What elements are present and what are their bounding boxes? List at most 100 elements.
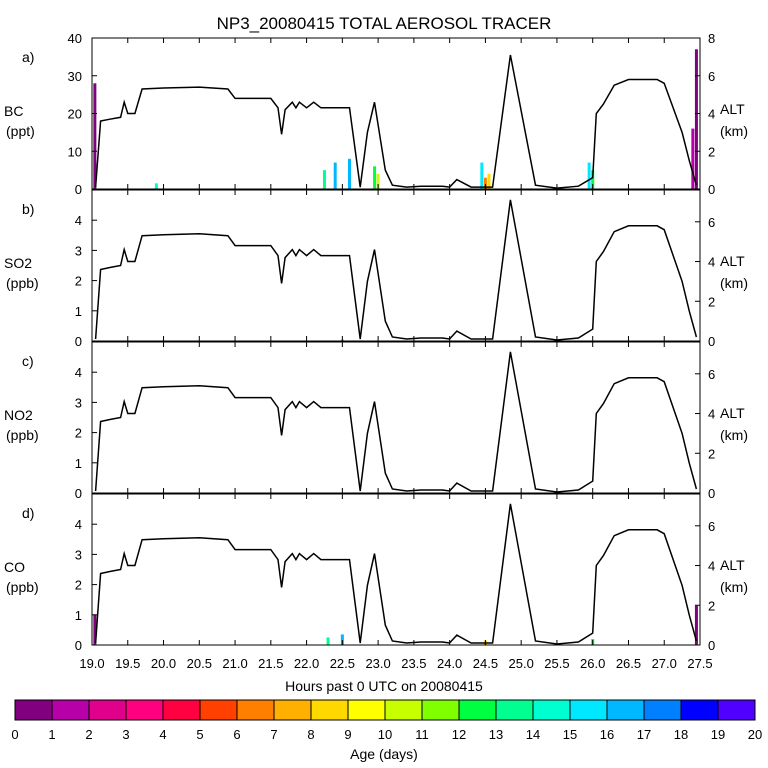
panel-3: 0 1 2 3 4 0 2 4 6 c) NO2 (ppb) ALT (km) bbox=[4, 341, 748, 501]
y-tick-label: 40 bbox=[68, 31, 82, 46]
altitude-line bbox=[94, 351, 698, 493]
panels: 01020304002468a)BC(ppt)ALT(km)012340246b… bbox=[4, 31, 748, 653]
colorbar-swatch bbox=[199, 699, 238, 721]
colorbar-tick-label: 17 bbox=[637, 727, 651, 742]
y2-tick-label: 6 bbox=[708, 519, 715, 534]
y2-tick-label: 8 bbox=[708, 31, 715, 46]
tracer-bar bbox=[93, 614, 97, 645]
colorbar-tick-label: 14 bbox=[526, 727, 540, 742]
colorbar: 0 1 2 3 4 5 6 7 8 9 10 11 12 13 14 15 16 17 18 19 20 bbox=[11, 699, 762, 742]
colorbar-swatch bbox=[606, 699, 645, 721]
y-tick-label: 10 bbox=[68, 144, 82, 159]
colorbar-swatch bbox=[14, 699, 53, 721]
y2-tick-label: 4 bbox=[708, 107, 715, 122]
tracer-bar bbox=[694, 605, 698, 645]
colorbar-tick-label: 19 bbox=[711, 727, 725, 742]
colorbar-tick-label: 2 bbox=[85, 727, 92, 742]
plot-frame bbox=[91, 37, 701, 190]
y-tick-label: 4 bbox=[75, 517, 82, 532]
colorbar-tick-label: 16 bbox=[600, 727, 614, 742]
x-tick-label: 19.0 bbox=[79, 656, 104, 671]
tracer-bar bbox=[322, 170, 326, 189]
y-tick-label: 4 bbox=[75, 365, 82, 380]
colorbar-swatch bbox=[125, 699, 164, 721]
tracer-bar bbox=[591, 170, 595, 189]
y2-tick-label: 4 bbox=[708, 559, 715, 574]
panel-label: b) bbox=[22, 201, 34, 217]
panel-2: 0 1 2 3 4 0 2 4 6 b) SO2 (ppb) ALT (km) bbox=[4, 189, 748, 349]
colorbar-tick-label: 5 bbox=[196, 727, 203, 742]
x-tick-label: 23.0 bbox=[365, 656, 390, 671]
colorbar-tick-label: 13 bbox=[489, 727, 503, 742]
colorbar-tick-label: 12 bbox=[452, 727, 466, 742]
tracer-bar bbox=[480, 162, 484, 189]
x-axis: 19.0 19.5 20.0 20.5 21.0 21.5 22.0 22.5 23.0 23.5… bbox=[79, 656, 712, 671]
colorbar-swatch bbox=[495, 699, 534, 721]
y-tick-label: 3 bbox=[75, 243, 82, 258]
y2-tick-label: 0 bbox=[708, 334, 715, 349]
y2-axis-label: ALT bbox=[720, 101, 745, 117]
plot-frame bbox=[91, 493, 701, 646]
y-tick-label: 2 bbox=[75, 426, 82, 441]
figure-title: NP3_20080415 TOTAL AEROSOL TRACER bbox=[217, 14, 552, 33]
colorbar-swatch bbox=[643, 699, 682, 721]
panel-label: d) bbox=[22, 505, 34, 521]
colorbar-tick-label: 10 bbox=[378, 727, 392, 742]
y2-axis-unit: (km) bbox=[720, 427, 748, 443]
x-tick-label: 20.0 bbox=[151, 656, 176, 671]
colorbar-tick-label: 9 bbox=[344, 727, 351, 742]
x-tick-label: 27.0 bbox=[652, 656, 677, 671]
y2-axis-unit: (km) bbox=[720, 275, 748, 291]
y2-tick-label: 2 bbox=[708, 144, 715, 159]
colorbar-swatch bbox=[51, 699, 90, 721]
tracer-bar bbox=[93, 83, 97, 189]
y-axis-label: SO2 bbox=[4, 255, 32, 271]
y2-axis-label: ALT bbox=[720, 557, 745, 573]
x-tick-label: 21.5 bbox=[258, 656, 283, 671]
colorbar-tick-label: 4 bbox=[159, 727, 166, 742]
colorbar-swatch bbox=[384, 699, 423, 721]
y2-tick-label: 4 bbox=[708, 407, 715, 422]
colorbar-tick-label: 20 bbox=[748, 727, 762, 742]
x-tick-label: 24.5 bbox=[473, 656, 498, 671]
y2-axis-unit: (km) bbox=[720, 123, 748, 139]
tracer-bar bbox=[691, 128, 695, 189]
y2-tick-label: 6 bbox=[708, 367, 715, 382]
y-tick-label: 4 bbox=[75, 213, 82, 228]
colorbar-swatch bbox=[310, 699, 349, 721]
colorbar-tick-label: 0 bbox=[11, 727, 18, 742]
x-tick-label: 26.5 bbox=[616, 656, 641, 671]
x-axis-label: Hours past 0 UTC on 20080415 bbox=[285, 678, 483, 694]
y2-tick-label: 2 bbox=[708, 598, 715, 613]
y2-axis-label: ALT bbox=[720, 405, 745, 421]
x-tick-label: 25.0 bbox=[509, 656, 534, 671]
colorbar-label: Age (days) bbox=[350, 746, 418, 762]
y-tick-label: 0 bbox=[75, 486, 82, 501]
colorbar-tick-label: 6 bbox=[233, 727, 240, 742]
colorbar-swatch bbox=[421, 699, 460, 721]
y-axis-unit: (ppb) bbox=[6, 579, 39, 595]
colorbar-swatch bbox=[532, 699, 571, 721]
colorbar-tick-label: 15 bbox=[563, 727, 577, 742]
x-tick-label: 21.0 bbox=[222, 656, 247, 671]
panel-4: 0 1 2 3 4 0 2 4 6 d) CO (ppb) ALT (km) bbox=[4, 493, 748, 653]
y2-tick-label: 2 bbox=[708, 446, 715, 461]
y2-axis-unit: (km) bbox=[720, 579, 748, 595]
plot-frame bbox=[91, 341, 701, 494]
colorbar-tick-label: 8 bbox=[307, 727, 314, 742]
y2-tick-label: 6 bbox=[708, 215, 715, 230]
tracer-bar bbox=[348, 158, 352, 189]
x-tick-label: 19.5 bbox=[115, 656, 140, 671]
tracer-bar bbox=[487, 173, 491, 189]
colorbar-swatch bbox=[717, 699, 756, 721]
y2-tick-label: 0 bbox=[708, 182, 715, 197]
colorbar-swatch bbox=[680, 699, 719, 721]
y-tick-label: 0 bbox=[75, 334, 82, 349]
y-tick-label: 1 bbox=[75, 608, 82, 623]
y-tick-label: 30 bbox=[68, 69, 82, 84]
colorbar-tick-label: 18 bbox=[674, 727, 688, 742]
x-tick-label: 26.0 bbox=[580, 656, 605, 671]
x-tick-label: 25.5 bbox=[544, 656, 569, 671]
colorbar-tick-label: 1 bbox=[48, 727, 55, 742]
altitude-line bbox=[94, 54, 698, 189]
